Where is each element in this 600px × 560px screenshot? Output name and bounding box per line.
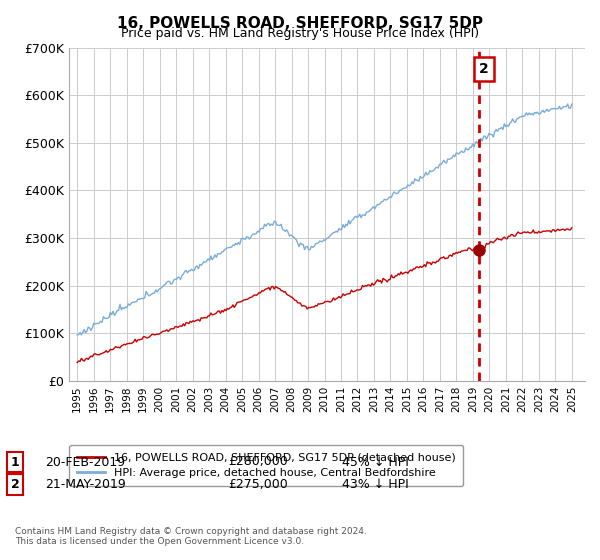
Text: Price paid vs. HM Land Registry's House Price Index (HPI): Price paid vs. HM Land Registry's House … [121,27,479,40]
Text: 21-MAY-2019: 21-MAY-2019 [45,478,126,491]
Legend: 16, POWELLS ROAD, SHEFFORD, SG17 5DP (detached house), HPI: Average price, detac: 16, POWELLS ROAD, SHEFFORD, SG17 5DP (de… [70,445,463,486]
Text: £280,000: £280,000 [228,455,288,469]
Text: 20-FEB-2019: 20-FEB-2019 [45,455,125,469]
Text: 16, POWELLS ROAD, SHEFFORD, SG17 5DP: 16, POWELLS ROAD, SHEFFORD, SG17 5DP [117,16,483,31]
Text: £275,000: £275,000 [228,478,288,491]
Text: 45% ↓ HPI: 45% ↓ HPI [342,455,409,469]
Text: 1: 1 [11,455,19,469]
Text: Contains HM Land Registry data © Crown copyright and database right 2024.
This d: Contains HM Land Registry data © Crown c… [15,526,367,546]
Text: 2: 2 [479,62,489,76]
Text: 43% ↓ HPI: 43% ↓ HPI [342,478,409,491]
Text: 2: 2 [11,478,19,491]
